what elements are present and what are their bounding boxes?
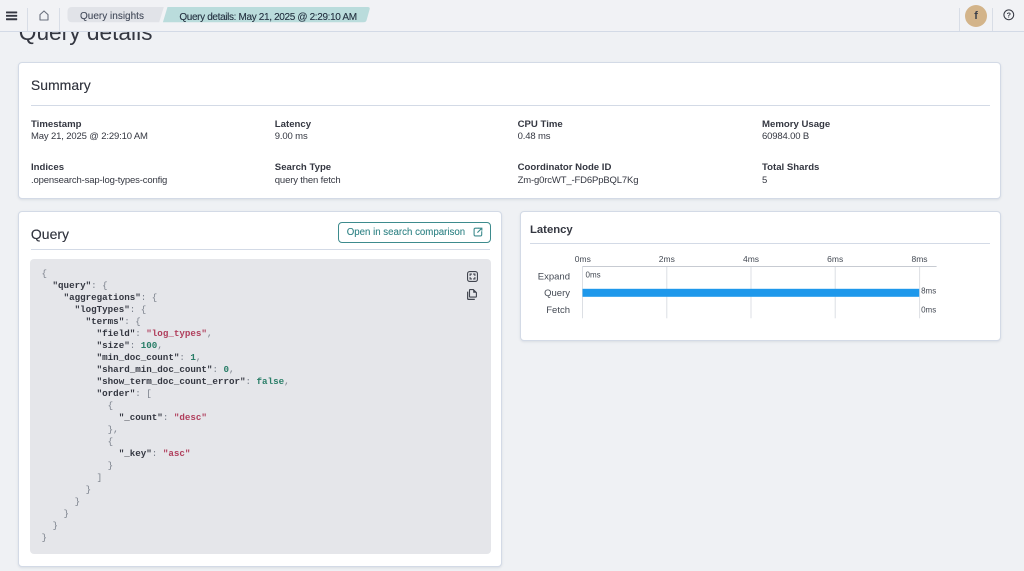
svg-text:0ms: 0ms	[921, 305, 936, 314]
svg-text:8ms: 8ms	[911, 254, 927, 264]
svg-text:4ms: 4ms	[743, 254, 759, 264]
svg-text:0ms: 0ms	[575, 254, 591, 264]
svg-text:8ms: 8ms	[921, 286, 936, 295]
svg-text:6ms: 6ms	[827, 254, 843, 264]
svg-text:?: ?	[1007, 11, 1011, 20]
svg-text:2ms: 2ms	[659, 254, 675, 264]
svg-text:0ms: 0ms	[586, 271, 601, 280]
svg-text:Query: Query	[544, 288, 570, 299]
svg-text:Expand: Expand	[538, 272, 570, 283]
svg-text:Fetch: Fetch	[546, 305, 570, 316]
